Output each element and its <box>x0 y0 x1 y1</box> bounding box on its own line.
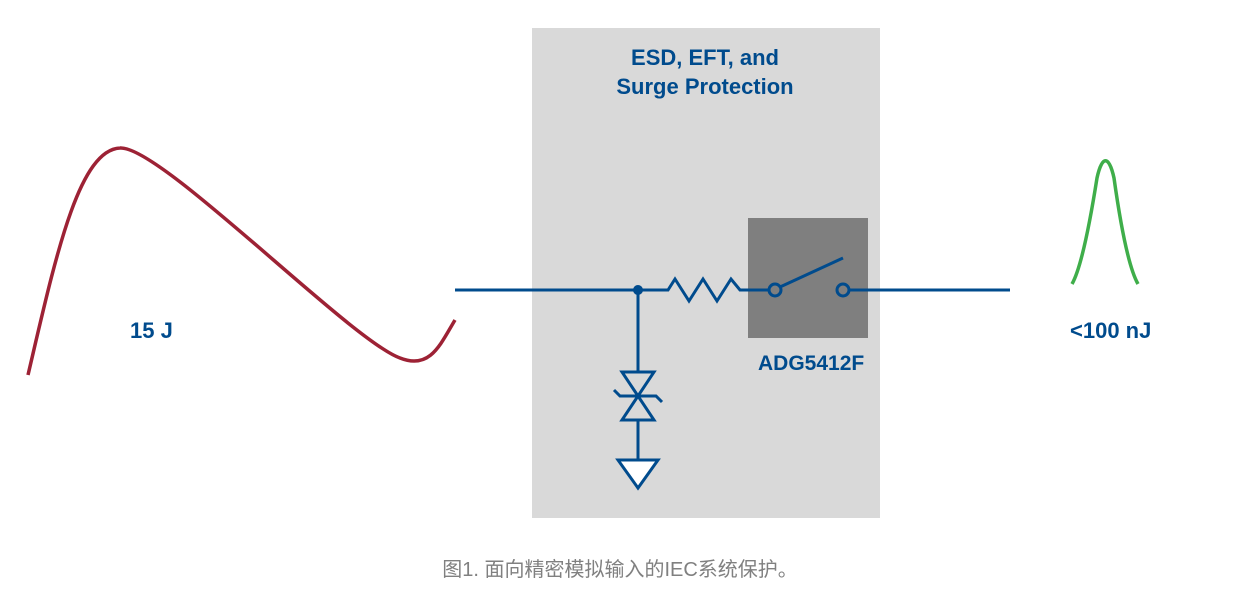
input-pulse-curve <box>28 148 455 375</box>
input-energy-label: 15 J <box>130 318 173 344</box>
figure-caption: 图1. 面向精密模拟输入的IEC系统保护。 <box>0 553 1240 582</box>
switch-terminal-left <box>769 284 781 296</box>
ground-icon <box>618 460 658 488</box>
circuit-diagram: ESD, EFT, and Surge Protection 15 J <100… <box>0 0 1240 540</box>
resistor-icon <box>658 279 748 301</box>
chip-label: ADG5412F <box>758 352 864 376</box>
switch-terminal-right <box>837 284 849 296</box>
protection-title: ESD, EFT, and Surge Protection <box>560 44 850 101</box>
protection-title-line1: ESD, EFT, and <box>631 45 779 70</box>
tvs-diode-icon <box>614 372 662 420</box>
switch-arm <box>780 258 843 287</box>
output-pulse-curve <box>1072 161 1138 284</box>
protection-title-line2: Surge Protection <box>616 74 793 99</box>
output-energy-label: <100 nJ <box>1070 318 1151 344</box>
